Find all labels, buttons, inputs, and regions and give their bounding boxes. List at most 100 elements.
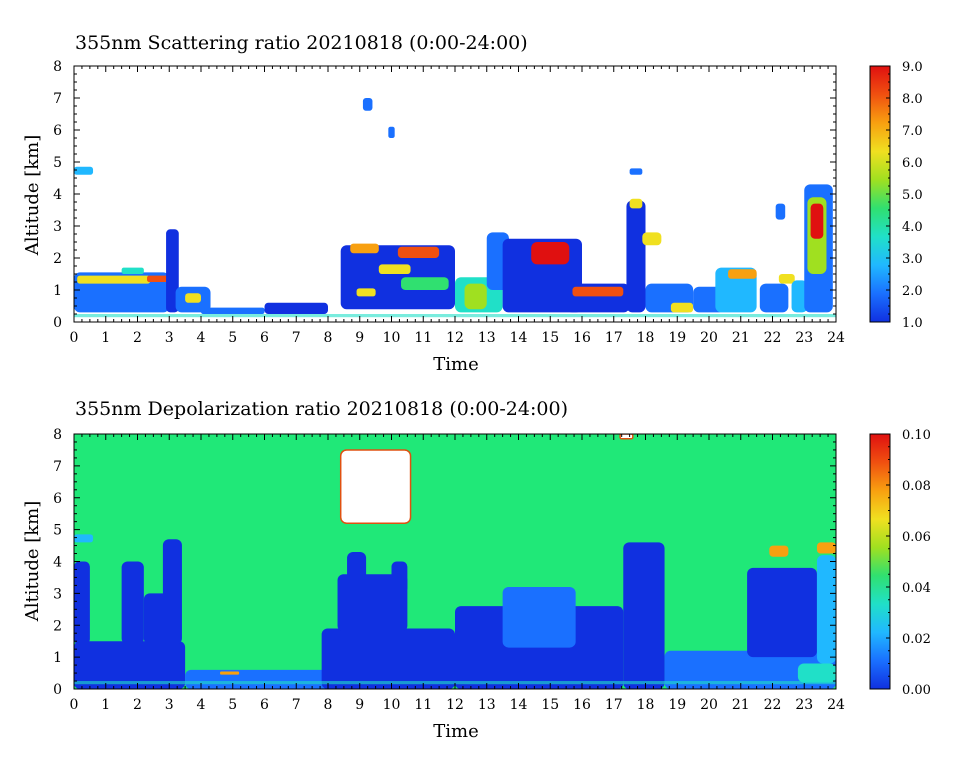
scattering-ratio-x-tick-label: 2 [133,330,142,346]
scattering-ratio-cell [356,288,376,297]
depolarization-ratio-cell [769,545,789,557]
depolarization-ratio-y-tick-label: 8 [53,427,62,443]
scattering-ratio-cell [531,242,570,265]
depolarization-ratio-colorbar-tick-label: 0.02 [902,632,931,647]
depolarization-ratio-x-tick-label: 23 [795,697,813,713]
scattering-ratio-y-tick-label: 1 [53,283,62,299]
scattering-ratio-x-tick-label: 18 [637,330,655,346]
depolarization-ratio-panel: 355nm Depolarization ratio 20210818 (0:0… [22,398,931,742]
scattering-ratio-y-tick-label: 6 [53,123,62,139]
scattering-ratio-x-tick-label: 17 [605,330,623,346]
depolarization-ratio-x-tick-label: 22 [764,697,782,713]
depolarization-ratio-cell [121,561,144,645]
depolarization-ratio-x-tick-label: 12 [446,697,464,713]
depolarization-ratio-x-tick-label: 15 [541,697,559,713]
scattering-ratio-cell [185,293,201,303]
depolarization-ratio-colorbar-tick-label: 0.08 [902,479,931,494]
depolarization-ratio-x-tick-label: 2 [133,697,142,713]
depolarization-ratio-colorbar [869,433,891,690]
scattering-ratio-ground-band [74,314,836,318]
depolarization-ratio-cell [339,449,412,524]
scattering-ratio-colorbar-tick-label: 5.0 [902,188,923,203]
scattering-ratio-cell [401,277,449,290]
scattering-ratio-colorbar-tick-label: 2.0 [902,284,923,299]
scattering-ratio-cell [791,280,808,313]
depolarization-ratio-cell [623,542,665,689]
depolarization-ratio-x-tick-label: 0 [70,697,79,713]
depolarization-ratio-x-tick-label: 9 [355,697,364,713]
depolarization-ratio-x-tick-label: 7 [292,697,301,713]
scattering-ratio-cell [629,168,643,175]
scattering-ratio-cell [166,229,179,313]
depolarization-ratio-cell [220,671,240,675]
depolarization-ratio-ground-band [74,681,836,685]
scattering-ratio-y-tick-label: 3 [53,219,62,235]
scattering-ratio-x-tick-label: 3 [165,330,174,346]
scattering-ratio-x-tick-label: 21 [732,330,750,346]
scattering-ratio-x-tick-label: 4 [197,330,206,346]
scattering-ratio-x-tick-label: 0 [70,330,79,346]
depolarization-ratio-cell [391,561,408,594]
scattering-ratio-x-tick-label: 8 [324,330,333,346]
depolarization-ratio-cell [321,628,455,689]
scattering-ratio-y-tick-label: 8 [53,59,62,75]
depolarization-ratio-cell [816,555,836,664]
scattering-ratio-panel: 355nm Scattering ratio 20210818 (0:00-24… [22,32,923,375]
scattering-ratio-cell [759,283,789,313]
scattering-ratio-x-tick-label: 1 [101,330,110,346]
depolarization-ratio-colorbar-tick-label: 0.06 [902,530,931,545]
depolarization-ratio-y-tick-label: 4 [53,555,62,571]
depolarization-ratio-cell [74,561,90,645]
depolarization-ratio-y-axis-label: Altitude [km] [22,501,43,623]
scattering-ratio-cell [629,198,643,209]
scattering-ratio-cell [626,200,646,313]
scattering-ratio-x-tick-label: 16 [573,330,591,346]
scattering-ratio-cell [74,166,94,175]
depolarization-ratio-colorbar-tick-label: 0.04 [902,581,931,596]
depolarization-ratio-x-tick-label: 5 [228,697,237,713]
depolarization-ratio-cell [347,551,367,584]
scattering-ratio-x-tick-label: 15 [541,330,559,346]
scattering-ratio-x-tick-label: 23 [795,330,813,346]
scattering-ratio-cell [775,203,786,220]
depolarization-ratio-x-tick-label: 14 [510,697,528,713]
scattering-ratio-x-tick-label: 14 [510,330,528,346]
depolarization-ratio-cell [162,539,182,645]
scattering-ratio-y-tick-label: 0 [53,315,62,331]
scattering-ratio-colorbar-tick-label: 9.0 [902,60,923,75]
depolarization-ratio-x-axis-label: Time [433,721,478,742]
depolarization-ratio-x-tick-label: 24 [827,697,845,713]
depolarization-ratio-x-tick-label: 1 [101,697,110,713]
scattering-ratio-cell [264,302,328,314]
depolarization-ratio-x-tick-label: 13 [478,697,496,713]
scattering-ratio-cell [201,307,265,314]
scattering-ratio-colorbar-tick-label: 7.0 [902,124,923,139]
depolarization-ratio-y-tick-label: 1 [53,650,62,666]
depolarization-ratio-x-tick-label: 4 [197,697,206,713]
depolarization-ratio-cell [816,542,836,554]
scattering-ratio-x-tick-label: 6 [260,330,269,346]
scattering-ratio-x-tick-label: 20 [700,330,718,346]
depolarization-ratio-x-tick-label: 19 [668,697,686,713]
scattering-ratio-cell [810,203,824,239]
depolarization-ratio-colorbar-tick-label: 0.00 [902,683,931,698]
scattering-ratio-cell [728,269,757,279]
scattering-ratio-cell [121,267,144,274]
scattering-ratio-cell [670,302,694,313]
scattering-ratio-x-tick-label: 22 [764,330,782,346]
depolarization-ratio-cell [502,587,576,648]
scattering-ratio-cell [147,275,170,282]
depolarization-ratio-cell [74,534,94,543]
scattering-ratio-x-tick-label: 24 [827,330,845,346]
depolarization-ratio-y-tick-label: 5 [53,523,62,539]
depolarization-ratio-x-tick-label: 10 [383,697,401,713]
scattering-ratio-cell [642,232,662,246]
scattering-ratio-x-tick-label: 11 [414,330,432,346]
scattering-ratio-colorbar-tick-label: 1.0 [902,316,923,331]
depolarization-ratio-x-tick-label: 6 [260,697,269,713]
scattering-ratio-y-tick-label: 2 [53,251,62,267]
scattering-ratio-x-tick-label: 9 [355,330,364,346]
depolarization-ratio-y-tick-label: 3 [53,586,62,602]
scattering-ratio-cell [388,126,395,138]
